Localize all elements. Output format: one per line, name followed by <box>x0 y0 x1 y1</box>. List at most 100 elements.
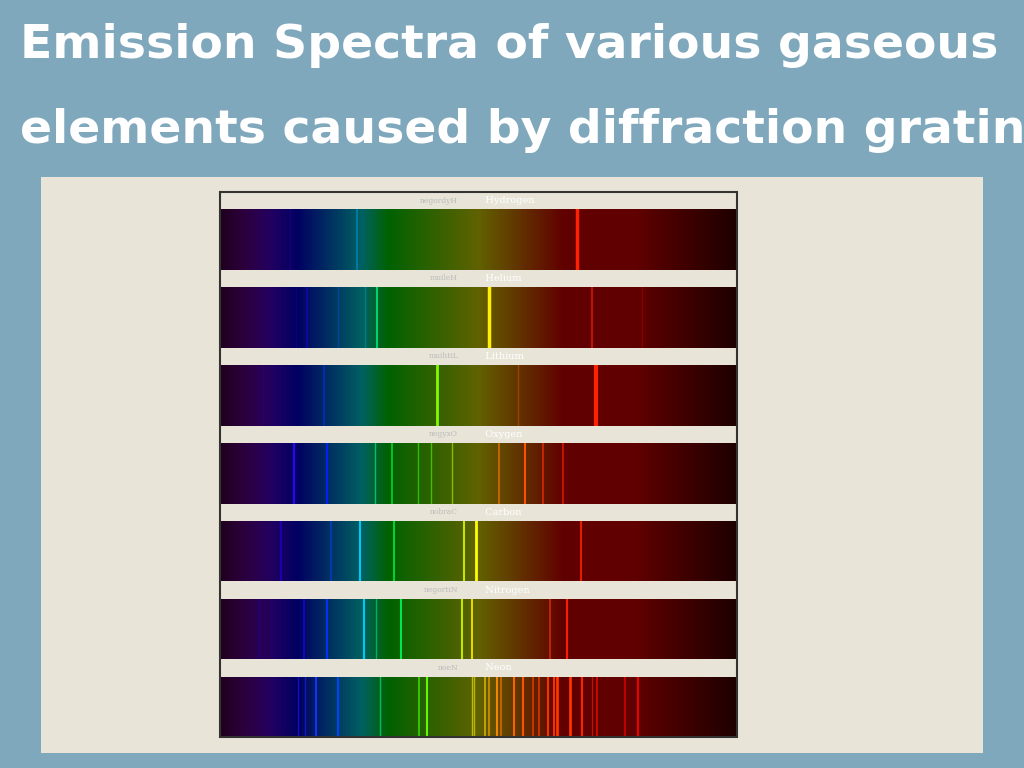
Bar <box>588 209 590 270</box>
Bar <box>470 521 472 581</box>
Bar <box>351 677 352 737</box>
Bar <box>549 287 551 348</box>
Bar <box>336 287 337 348</box>
Bar <box>267 521 268 581</box>
Bar <box>389 521 390 581</box>
Bar <box>736 365 737 425</box>
Bar <box>254 287 255 348</box>
Bar <box>494 209 495 270</box>
Bar <box>376 365 377 425</box>
Bar <box>543 365 544 425</box>
Bar <box>394 677 395 737</box>
Bar <box>364 365 366 425</box>
Bar <box>611 677 612 737</box>
Bar <box>698 365 699 425</box>
Bar <box>264 287 265 348</box>
Bar <box>574 521 575 581</box>
Bar <box>445 598 446 660</box>
Bar <box>396 598 397 660</box>
Bar <box>292 443 293 504</box>
Bar <box>378 598 380 660</box>
Bar <box>723 287 724 348</box>
Bar <box>526 365 527 425</box>
Bar <box>599 365 600 425</box>
Bar <box>518 598 519 660</box>
Bar <box>574 677 575 737</box>
Bar <box>648 287 649 348</box>
Bar <box>360 443 361 504</box>
Bar <box>723 365 724 425</box>
Bar <box>600 365 601 425</box>
Bar <box>728 677 729 737</box>
Bar <box>424 521 425 581</box>
Bar <box>485 287 487 348</box>
Bar <box>718 521 719 581</box>
Bar <box>712 521 713 581</box>
Bar <box>484 365 485 425</box>
Bar <box>251 365 253 425</box>
Bar <box>424 598 425 660</box>
Bar <box>640 443 641 504</box>
Bar <box>483 209 484 270</box>
Bar <box>474 287 475 348</box>
Bar <box>433 598 434 660</box>
Bar <box>228 443 229 504</box>
Bar <box>489 521 492 581</box>
Bar <box>534 598 536 660</box>
Bar <box>575 365 577 425</box>
Bar <box>543 677 544 737</box>
Bar <box>497 287 498 348</box>
Bar <box>604 521 605 581</box>
Bar <box>284 521 285 581</box>
Bar <box>544 287 546 348</box>
Bar <box>678 365 679 425</box>
Bar <box>309 287 311 348</box>
Bar <box>513 443 514 504</box>
Bar <box>713 598 714 660</box>
Bar <box>567 598 568 660</box>
Bar <box>629 598 630 660</box>
Bar <box>639 677 640 737</box>
Bar <box>472 209 473 270</box>
Bar <box>431 677 433 737</box>
Bar <box>317 521 318 581</box>
Bar <box>654 443 655 504</box>
Bar <box>272 287 273 348</box>
Bar <box>714 521 715 581</box>
Bar <box>726 677 727 737</box>
Bar <box>280 209 281 270</box>
Bar <box>466 677 468 737</box>
Bar <box>438 287 439 348</box>
Bar <box>674 209 675 270</box>
Bar <box>671 365 673 425</box>
Bar <box>479 443 480 504</box>
Bar <box>644 443 645 504</box>
Bar <box>634 677 635 737</box>
Bar <box>303 677 304 737</box>
Bar <box>639 365 640 425</box>
Bar <box>458 287 459 348</box>
Bar <box>614 598 615 660</box>
Bar <box>300 598 302 660</box>
Bar <box>644 677 645 737</box>
Bar <box>299 365 300 425</box>
Bar <box>527 521 528 581</box>
Bar <box>435 365 436 425</box>
Bar <box>289 209 290 270</box>
Bar <box>392 209 394 270</box>
Bar <box>516 209 517 270</box>
Bar <box>690 209 692 270</box>
Bar <box>527 677 528 737</box>
Bar <box>644 598 645 660</box>
Bar <box>683 209 684 270</box>
Bar <box>221 287 223 348</box>
Bar <box>606 443 607 504</box>
Bar <box>350 677 351 737</box>
Bar <box>567 287 568 348</box>
Bar <box>639 598 640 660</box>
Bar <box>440 443 441 504</box>
Bar <box>446 287 449 348</box>
Bar <box>734 365 736 425</box>
Bar <box>734 209 736 270</box>
Bar <box>607 677 609 737</box>
